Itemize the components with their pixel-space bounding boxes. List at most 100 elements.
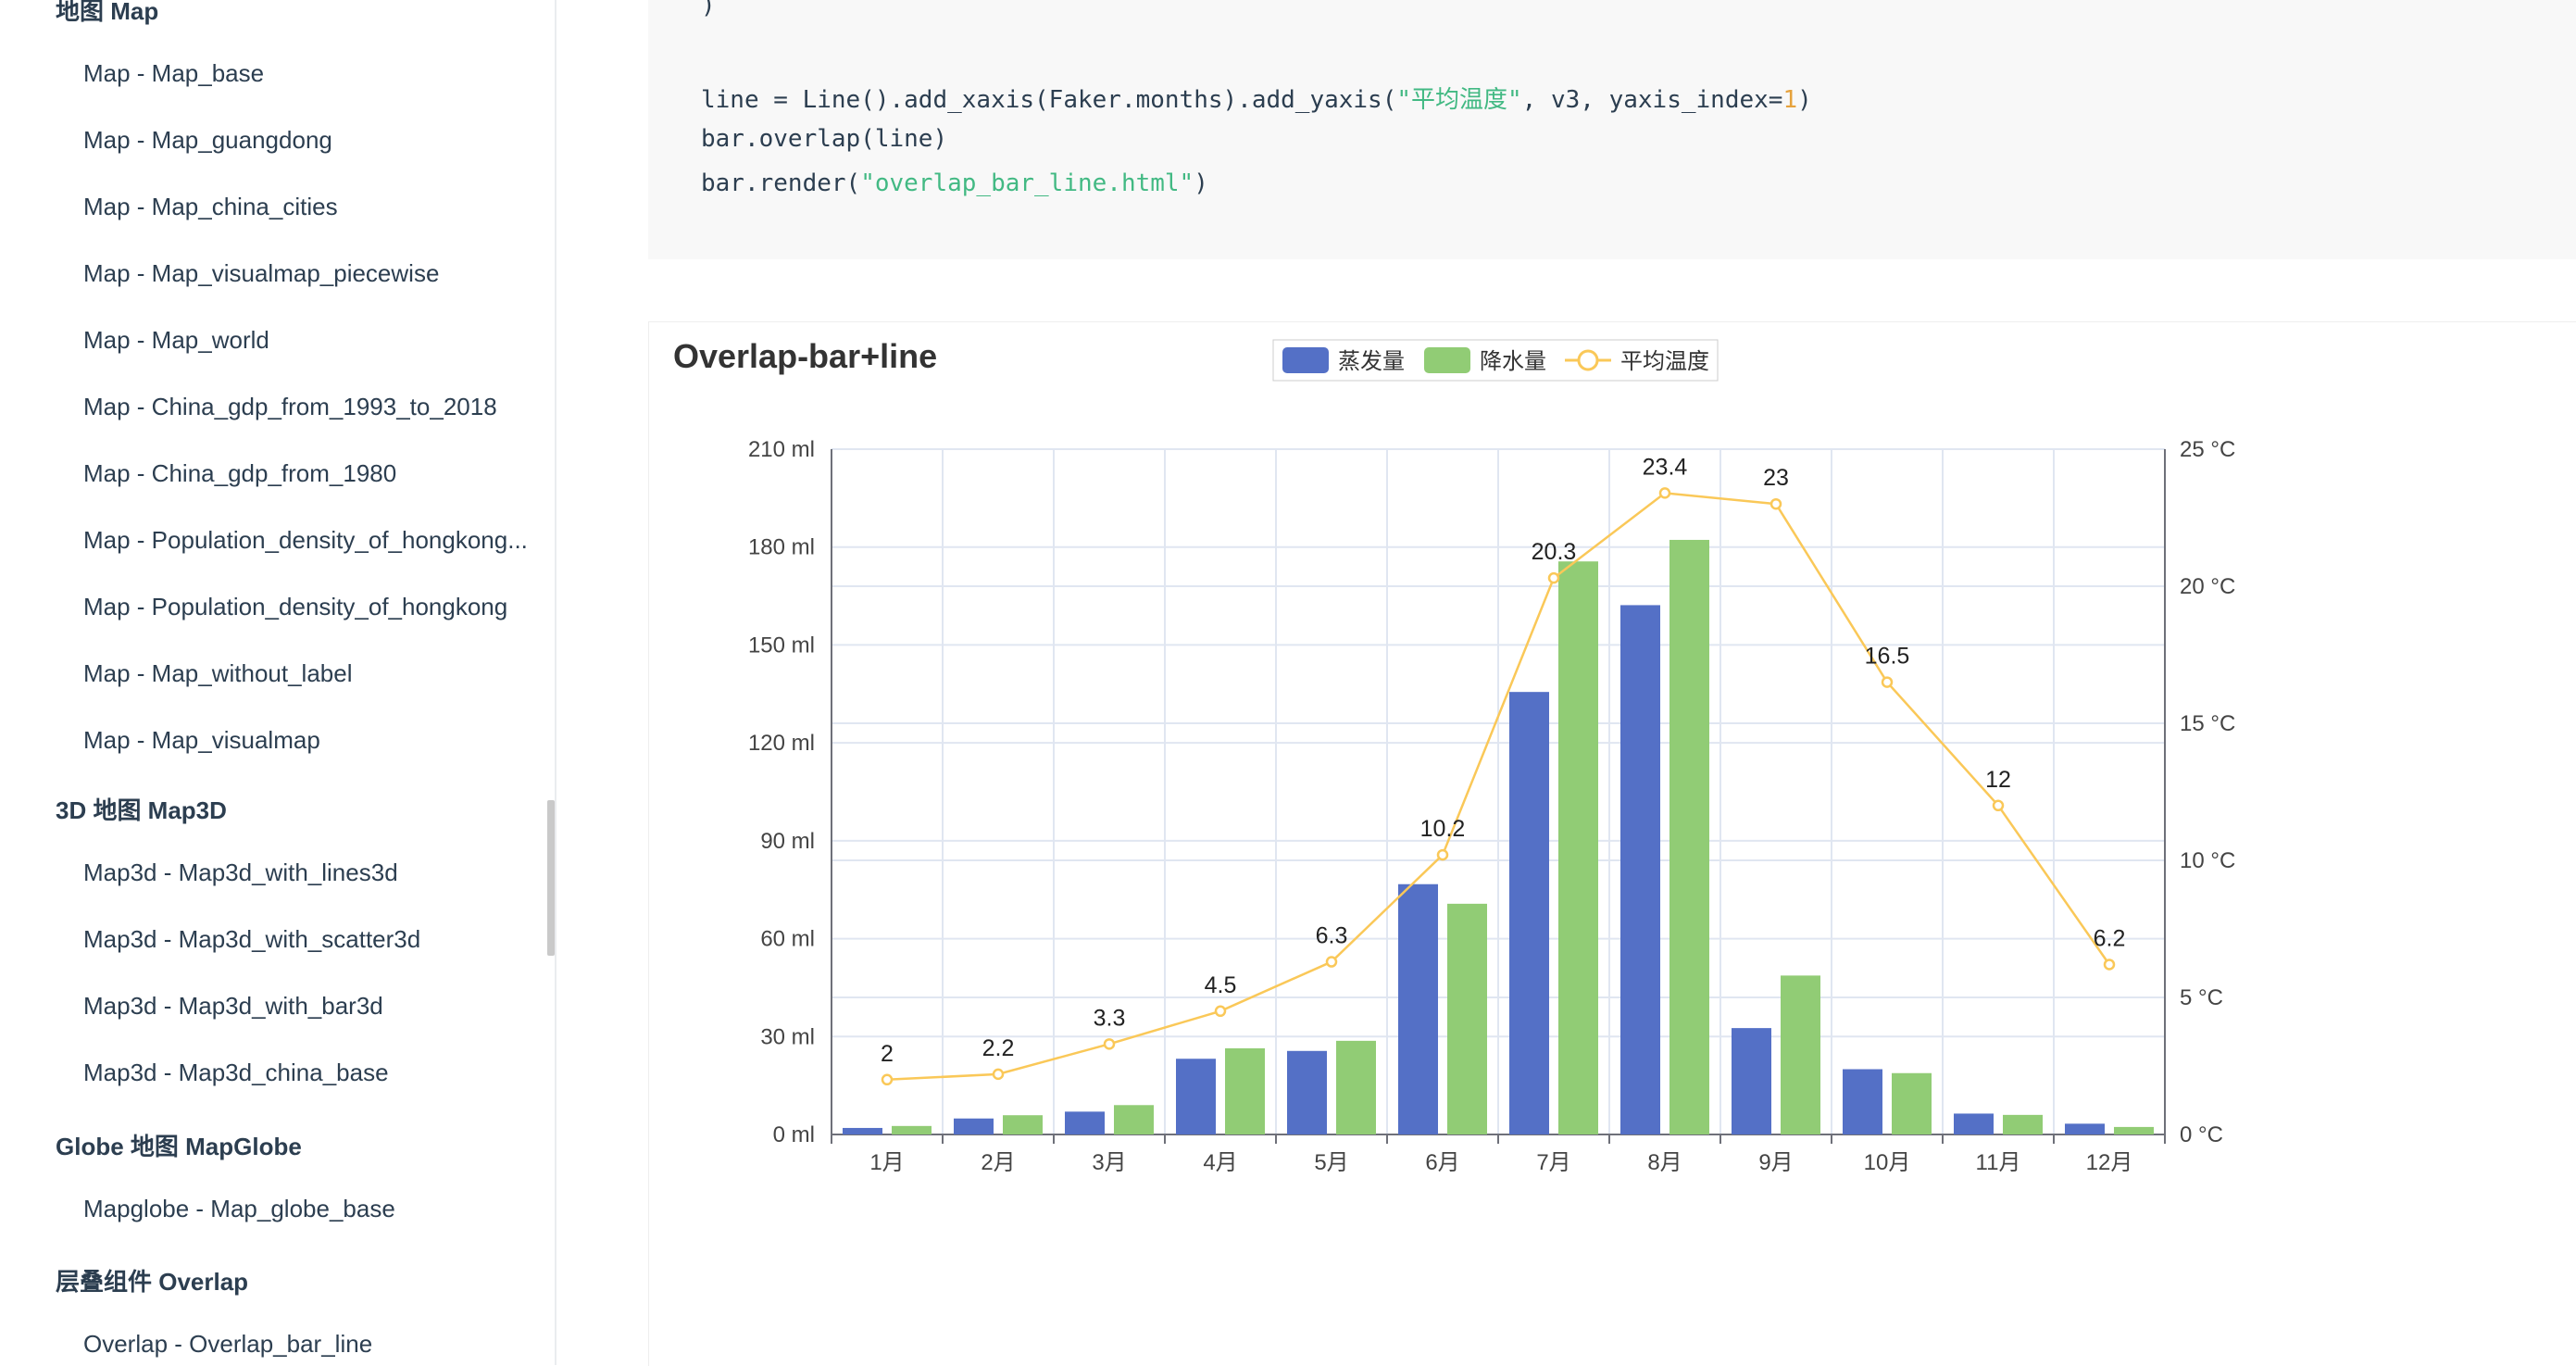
y-right-tick-label: 25 °C [2180, 437, 2235, 462]
y-left-tick-label: 150 ml [748, 633, 815, 658]
x-tick-label: 7月 [1536, 1150, 1570, 1175]
y-right-tick-label: 5 °C [2180, 985, 2223, 1010]
x-tick-label: 4月 [1203, 1150, 1237, 1175]
code-line-overlap: bar.overlap(line) [701, 125, 948, 153]
code-string: "overlap_bar_line.html" [860, 169, 1194, 197]
bar-precipitation [1003, 1115, 1043, 1134]
sidebar-item[interactable]: Map - Population_density_of_hongkong [83, 593, 508, 620]
code-line-line-def: line = Line().add_xaxis(Faker.months).ad… [701, 81, 1812, 115]
data-label-temperature: 23 [1763, 465, 1789, 491]
sidebar-item[interactable]: Map - Map_world [83, 326, 269, 354]
bar-evaporation [843, 1127, 882, 1134]
y-left-tick-label: 180 ml [748, 535, 815, 560]
line-point-temperature [1992, 799, 2005, 812]
sidebar-item[interactable]: Map - Map_base [83, 59, 265, 87]
y-left-tick-label: 120 ml [748, 731, 815, 756]
sidebar-section-map3d[interactable]: 3D 地图 Map3D [56, 796, 227, 824]
y-left-tick-label: 30 ml [760, 1024, 815, 1049]
bar-precipitation [2003, 1114, 2043, 1134]
line-point-temperature [1547, 571, 1560, 584]
x-tick-label: 11月 [1976, 1150, 2021, 1175]
x-tick-label: 9月 [1758, 1150, 1793, 1175]
data-label-temperature: 16.5 [1865, 644, 1910, 670]
line-point-temperature [1325, 956, 1338, 968]
bar-evaporation [1954, 1113, 1994, 1134]
bar-precipitation [1892, 1072, 1932, 1134]
data-label-temperature: 10.2 [1420, 816, 1466, 842]
y-right-tick-label: 10 °C [2180, 848, 2235, 873]
data-label-temperature: 3.3 [1094, 1005, 1126, 1031]
bar-precipitation [892, 1125, 932, 1134]
bar-precipitation [1447, 903, 1487, 1134]
code-text: ) [1194, 169, 1208, 197]
legend-label-evaporation: 蒸发量 [1338, 348, 1405, 374]
y-left-tick-label: 0 ml [773, 1122, 815, 1147]
legend-swatch-evaporation [1282, 347, 1329, 373]
bar-evaporation [954, 1118, 994, 1134]
sidebar-section-map[interactable]: 地图 Map [56, 0, 159, 25]
x-tick-label: 10月 [1864, 1150, 1911, 1175]
bar-precipitation [1781, 975, 1820, 1134]
y-right-tick-label: 15 °C [2180, 711, 2235, 736]
data-label-temperature: 23.4 [1643, 454, 1688, 480]
legend-label-temperature: 平均温度 [1620, 348, 1709, 374]
bar-precipitation [1669, 539, 1709, 1134]
line-point-temperature [881, 1073, 894, 1086]
data-label-temperature: 4.5 [1205, 972, 1237, 998]
x-tick-label: 3月 [1092, 1150, 1126, 1175]
bar-precipitation [1114, 1105, 1154, 1134]
sidebar-item[interactable]: Overlap - Overlap_bar_line [83, 1330, 373, 1358]
bar-evaporation [1065, 1111, 1105, 1134]
code-text: bar.render( [701, 169, 861, 197]
bar-precipitation [2114, 1126, 2154, 1134]
x-tick-label: 2月 [981, 1150, 1015, 1175]
sidebar-item[interactable]: Map - Map_without_label [83, 659, 353, 687]
bar-evaporation [2065, 1123, 2105, 1134]
code-text: , v3, yaxis_index= [1521, 86, 1783, 114]
data-label-temperature: 6.2 [2094, 925, 2126, 951]
sidebar-item[interactable]: Map3d - Map3d_with_lines3d [83, 858, 398, 886]
code-number: 1 [1782, 86, 1798, 114]
bar-precipitation [1225, 1047, 1265, 1134]
sidebar-item[interactable]: Map - Population_density_of_hongkong... [83, 526, 528, 554]
bar-evaporation [1509, 692, 1549, 1134]
legend-label-precipitation: 降水量 [1480, 348, 1546, 374]
code-line-render: bar.render("overlap_bar_line.html") [701, 169, 1208, 197]
sidebar-item[interactable]: Map - Map_visualmap_piecewise [83, 259, 440, 287]
code-string: "平均温度" [1396, 86, 1522, 114]
sidebar-item[interactable]: Map3d - Map3d_with_bar3d [83, 992, 383, 1020]
bar-evaporation [1843, 1069, 1882, 1134]
data-label-temperature: 20.3 [1532, 539, 1577, 565]
bar-evaporation [1287, 1050, 1327, 1134]
legend-box [1272, 339, 1719, 382]
sidebar-section-globe[interactable]: Globe 地图 MapGlobe [56, 1133, 302, 1160]
bar-precipitation [1558, 561, 1598, 1134]
bar-evaporation [1176, 1059, 1216, 1134]
line-point-temperature [1658, 487, 1671, 499]
sidebar-item[interactable]: Map - Map_guangdong [83, 126, 332, 154]
sidebar-item[interactable]: Map - Map_visualmap [83, 726, 320, 754]
sidebar-section-overlap[interactable]: 层叠组件 Overlap [56, 1268, 249, 1296]
code-text: line = Line().add_xaxis(Faker.months).ad… [701, 86, 1397, 114]
sidebar-item[interactable]: Map3d - Map3d_china_base [83, 1059, 389, 1086]
sidebar-item[interactable]: Map - China_gdp_from_1993_to_2018 [83, 393, 497, 420]
y-right-tick-label: 20 °C [2180, 574, 2235, 599]
code-line-closing: ) [701, 0, 716, 19]
sidebar-item[interactable]: Map3d - Map3d_with_scatter3d [83, 925, 421, 953]
y-left-tick-label: 210 ml [748, 437, 815, 462]
sidebar-scrollbar-track[interactable] [547, 0, 555, 1365]
bar-evaporation [1732, 1028, 1771, 1134]
legend-swatch-precipitation [1424, 347, 1470, 373]
line-point-temperature [1103, 1038, 1116, 1050]
bar-precipitation [1336, 1040, 1376, 1134]
sidebar-scrollbar-thumb[interactable] [547, 800, 555, 956]
sidebar-divider [555, 0, 556, 1365]
sidebar-item[interactable]: Mapglobe - Map_globe_base [83, 1195, 395, 1222]
x-tick-label: 1月 [869, 1150, 904, 1175]
y-left-tick-label: 90 ml [760, 829, 815, 854]
line-point-temperature [1881, 676, 1894, 688]
sidebar-item[interactable]: Map - China_gdp_from_1980 [83, 459, 397, 487]
x-tick-label: 5月 [1314, 1150, 1348, 1175]
sidebar-item[interactable]: Map - Map_china_cities [83, 193, 338, 220]
sidebar: 地图 Map Map - Map_base Map - Map_guangdong M… [0, 0, 547, 1365]
